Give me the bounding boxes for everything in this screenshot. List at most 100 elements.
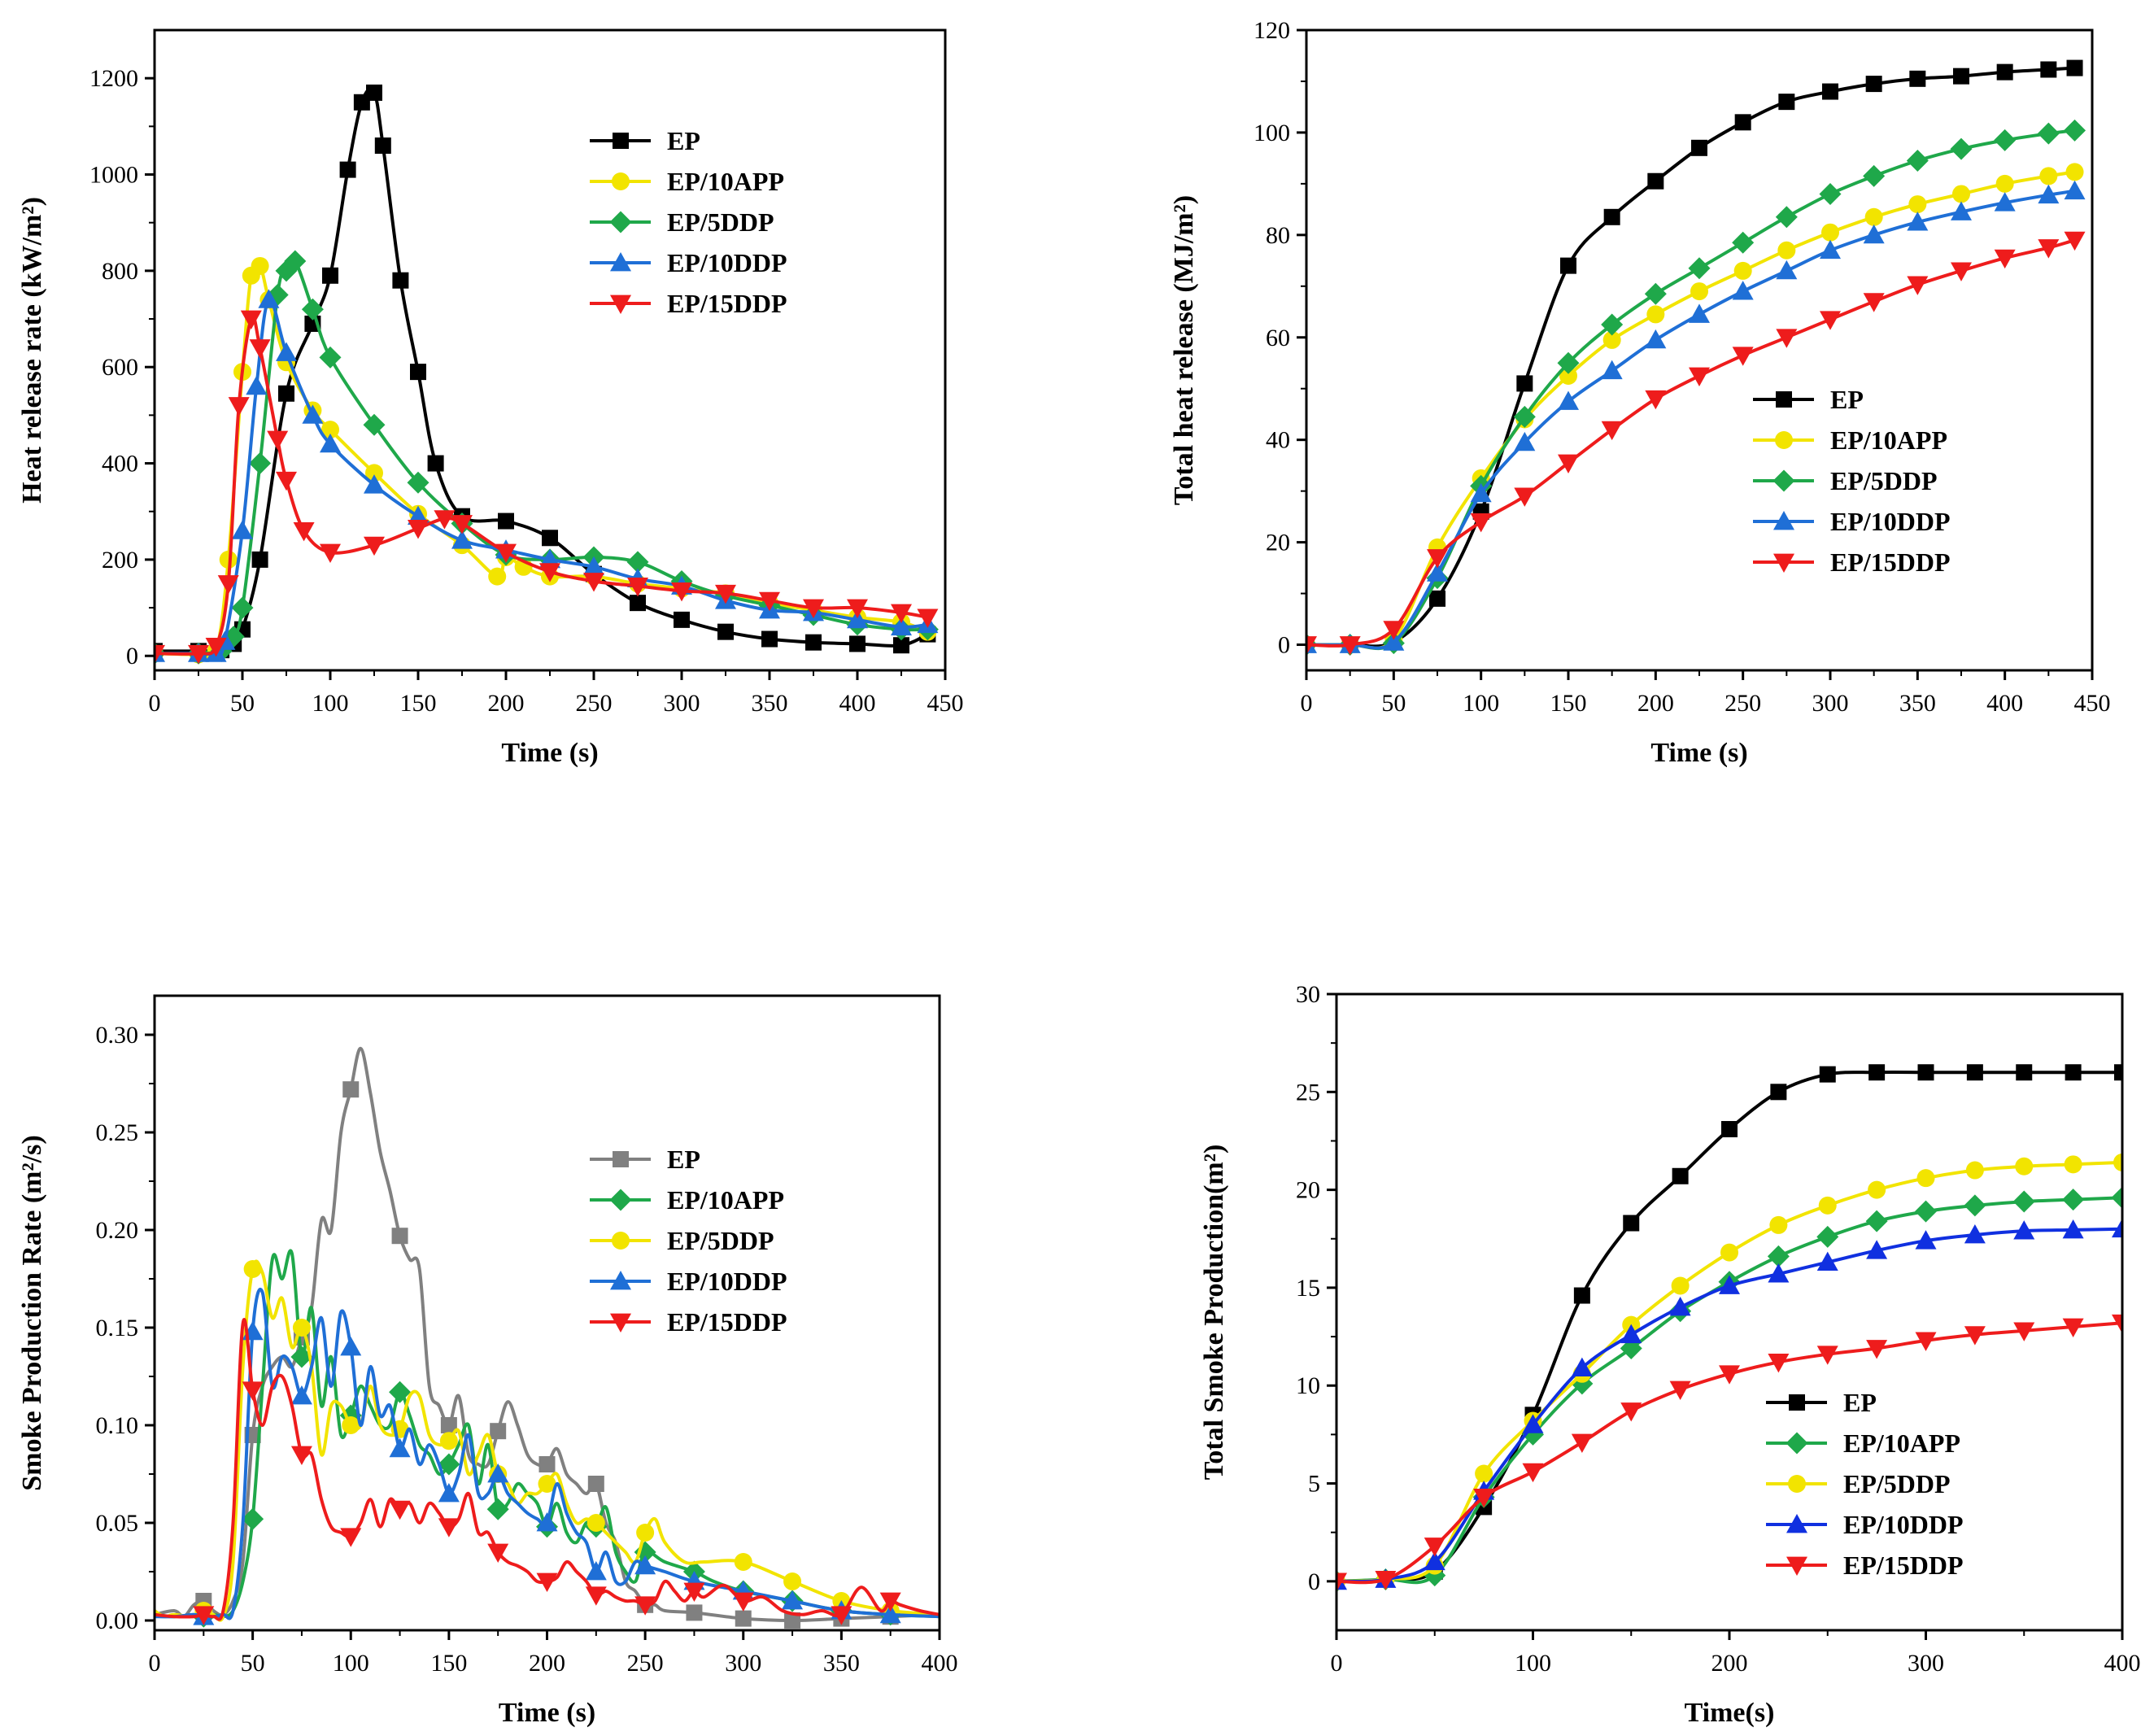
spr-y-tick-label: 0.30	[96, 1022, 139, 1049]
hrr-legend-label: EP/15DDP	[667, 289, 787, 318]
tsp-x-tick-label: 100	[1515, 1650, 1551, 1677]
thr-data-point	[2064, 180, 2086, 200]
tsp-data-point	[1522, 1463, 1544, 1483]
tsp-data-point	[2012, 1190, 2035, 1213]
hrr-x-axis-title: Time (s)	[501, 738, 598, 768]
spr-data-point	[389, 1500, 411, 1520]
thr-data-point	[1306, 636, 1317, 656]
hrr-data-point	[258, 289, 280, 308]
thr-data-point	[1950, 137, 1973, 160]
thr-legend-marker	[1776, 391, 1792, 408]
hrr-data-point	[276, 471, 297, 491]
spr-data-point	[879, 1603, 901, 1624]
thr-data-point	[1689, 367, 1710, 386]
thr-series-markers-4	[1306, 231, 2086, 656]
thr-data-point	[2064, 119, 2086, 142]
thr-data-point	[1560, 257, 1576, 274]
thr-data-point	[1820, 239, 1841, 260]
hrr-data-point	[761, 630, 778, 648]
tsp-data-point	[2112, 1218, 2122, 1238]
hrr-data-point	[339, 161, 356, 178]
tsp-data-point	[2112, 1314, 2122, 1334]
spr-y-tick-label: 0.00	[96, 1607, 139, 1634]
tsp-data-point	[1818, 1196, 1837, 1215]
spr-legend-marker	[609, 1189, 632, 1211]
spr-data-point	[487, 1463, 509, 1483]
spr-legend-marker	[610, 1313, 631, 1333]
thr-data-point	[1775, 206, 1798, 229]
spr-legend-label: EP/5DDP	[667, 1226, 774, 1255]
thr-data-point	[1732, 231, 1755, 254]
spr-x-tick-label: 0	[149, 1650, 161, 1677]
thr-data-point	[1558, 454, 1579, 474]
thr-legend-marker	[1773, 511, 1794, 530]
hrr-data-point	[542, 530, 558, 547]
hrr-legend-marker	[610, 294, 631, 314]
thr-data-point	[1908, 195, 1927, 214]
tsp-data-point	[2062, 1318, 2084, 1338]
spr-data-point	[879, 1592, 901, 1612]
hrr-data-point	[276, 342, 297, 361]
thr-data-point	[1863, 224, 1885, 244]
hrr-data-point	[627, 578, 648, 597]
tsp-legend-label: EP/10APP	[1843, 1428, 1960, 1458]
tsp-data-point	[1917, 1064, 1934, 1081]
thr-x-tick-label: 300	[1812, 690, 1849, 717]
hrr-y-tick-label: 400	[102, 451, 138, 478]
hrr-data-point	[805, 634, 822, 651]
thr-data-point	[1734, 114, 1751, 131]
spr-x-tick-label: 200	[529, 1650, 565, 1677]
thr-data-point	[1688, 257, 1711, 280]
spr-data-point	[342, 1416, 360, 1434]
thr-x-tick-label: 50	[1381, 690, 1406, 717]
hrr-legend-marker	[613, 133, 629, 149]
thr-data-point	[2037, 122, 2060, 145]
hrr-data-point	[451, 515, 473, 534]
spr-data-point	[636, 1524, 655, 1542]
thr-data-point	[1776, 329, 1798, 348]
thr-data-point	[1689, 303, 1710, 323]
tsp-data-point	[1768, 1263, 1790, 1283]
thr-data-point	[1470, 513, 1492, 533]
hrr-x-tick-label: 400	[839, 690, 876, 717]
spr-data-point	[439, 1432, 458, 1450]
thr-data-point	[1601, 360, 1623, 380]
thr-legend-label: EP/5DDP	[1830, 466, 1938, 495]
spr-x-tick-label: 250	[627, 1650, 664, 1677]
hrr-series-line-2	[155, 257, 928, 656]
hrr-x-tick-label: 50	[230, 690, 255, 717]
hrr-data-point	[759, 591, 780, 612]
spr-data-point	[389, 1437, 411, 1458]
thr-data-point	[1513, 405, 1536, 428]
chart-thr: 0 50 100 150 200 250 300 350 400 450 0 20 40 60 80 100 1…	[1169, 17, 2111, 768]
thr-data-point	[1778, 94, 1795, 111]
hrr-data-point	[717, 623, 734, 640]
tsp-x-tick-label: 200	[1711, 1650, 1748, 1677]
hrr-data-point	[408, 520, 429, 539]
spr-data-point	[487, 1543, 509, 1563]
thr-data-point	[1690, 282, 1708, 301]
tsp-data-point	[2113, 1153, 2122, 1171]
thr-data-point	[1777, 241, 1796, 260]
thr-data-point	[1427, 549, 1448, 569]
thr-data-point	[1645, 329, 1667, 349]
spr-legend-marker	[613, 1151, 629, 1167]
tsp-series-markers-4	[1336, 1314, 2122, 1592]
spr-data-point	[536, 1512, 558, 1532]
thr-x-tick-label: 400	[1986, 690, 2023, 717]
spr-data-point	[735, 1610, 752, 1627]
hrr-data-point	[715, 584, 736, 604]
spr-legend: EP EP/10APP EP/5DDP EP/10DDP EP/15DDP	[590, 1145, 787, 1337]
hrr-data-point	[251, 256, 269, 275]
hrr-legend-label: EP/5DDP	[667, 207, 774, 237]
hrr-data-point	[392, 272, 409, 289]
hrr-data-point	[188, 644, 209, 665]
hrr-data-point	[231, 596, 254, 619]
thr-x-tick-label: 250	[1725, 690, 1761, 717]
thr-data-point	[1603, 208, 1620, 225]
thr-data-point	[1691, 139, 1707, 156]
thr-data-point	[1864, 207, 1883, 226]
tsp-data-point	[1819, 1066, 1836, 1083]
thr-data-point	[1906, 150, 1929, 172]
hrr-data-point	[488, 567, 507, 586]
